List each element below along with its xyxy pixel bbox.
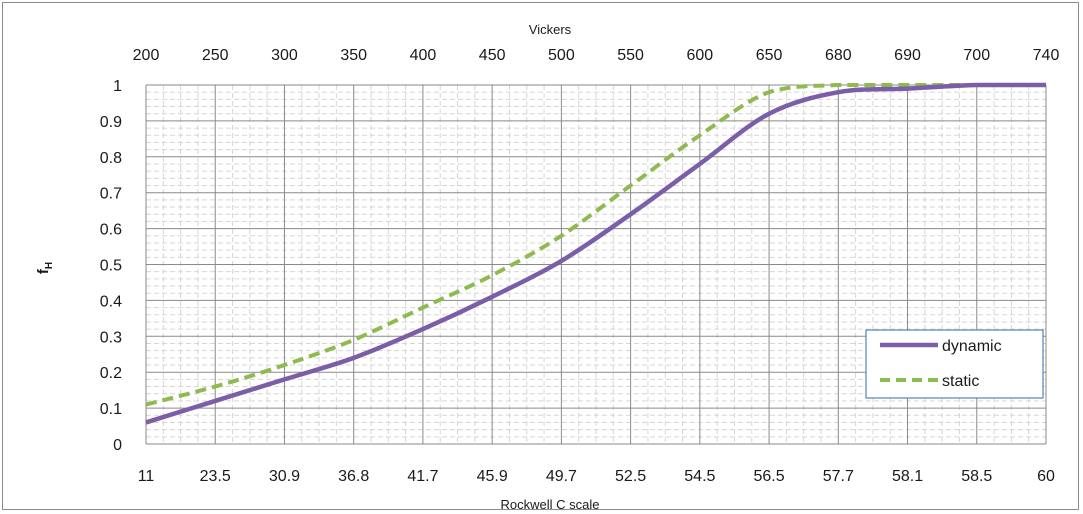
top-tick-label: 600 (686, 47, 713, 64)
top-tick-label: 550 (617, 47, 644, 64)
top-tick-label: 690 (894, 47, 921, 64)
bottom-tick-label: 45.9 (477, 468, 508, 485)
bottom-tick-label: 58.5 (961, 468, 992, 485)
bottom-tick-label: 11 (138, 468, 155, 485)
top-axis-ticks: 200 250 300 350 400 450 500 550 600 650 680 690 700 7… (133, 47, 1060, 64)
series-line-static (145, 83, 1046, 407)
bottom-tick-label: 54.5 (684, 468, 715, 485)
bottom-tick-label: 60 (1037, 468, 1055, 485)
y-tick-label: 0.2 (100, 365, 122, 382)
top-tick-label: 300 (271, 47, 298, 64)
bottom-tick-label: 58.1 (892, 468, 923, 485)
top-tick-label: 650 (756, 47, 783, 64)
bottom-tick-label: 36.8 (338, 468, 369, 485)
top-tick-label: 450 (479, 47, 506, 64)
bottom-tick-label: 49.7 (546, 468, 577, 485)
top-tick-label: 500 (548, 47, 575, 64)
y-tick-label: 1 (113, 78, 122, 95)
top-tick-label: 740 (1033, 47, 1060, 64)
bottom-tick-label: 41.7 (407, 468, 438, 485)
top-tick-label: 250 (202, 47, 229, 64)
y-axis-ticks: 0 0.1 0.2 0.3 0.4 0.5 0.6 0.7 0.8 0.9 1 (100, 78, 122, 454)
bottom-axis-ticks: 11 23.5 30.9 36.8 41.7 45.9 49.7 52.5 54.5 56.5 57… (138, 468, 1055, 485)
top-tick-label: 700 (963, 47, 990, 64)
bottom-tick-label: 23.5 (200, 468, 231, 485)
top-tick-label: 400 (410, 47, 437, 64)
top-axis-title: Vickers (529, 22, 572, 37)
legend: dynamic static (865, 329, 1044, 399)
legend-box (865, 329, 1044, 399)
legend-label-dynamic: dynamic (942, 338, 1002, 355)
bottom-tick-label: 52.5 (615, 468, 646, 485)
y-axis-title-main: f (35, 268, 52, 274)
y-tick-label: 0.5 (100, 258, 122, 275)
y-tick-label: 0.9 (100, 114, 122, 131)
y-axis-title-subscript: H (44, 262, 55, 269)
svg-text:fH: fH (35, 262, 55, 274)
y-tick-label: 0.4 (100, 293, 122, 310)
y-tick-label: 0.8 (100, 150, 122, 167)
bottom-axis-title: Rockwell C scale (501, 497, 600, 512)
y-tick-label: 0 (113, 437, 122, 454)
bottom-tick-label: 30.9 (269, 468, 300, 485)
y-tick-label: 0.3 (100, 329, 122, 346)
legend-label-static: static (942, 373, 979, 390)
y-tick-label: 0.7 (100, 186, 122, 203)
top-tick-label: 680 (825, 47, 852, 64)
series-line-dynamic (145, 82, 1046, 425)
bottom-tick-label: 56.5 (754, 468, 785, 485)
y-tick-label: 0.6 (100, 222, 122, 239)
y-axis-title: fH (35, 262, 55, 274)
top-tick-label: 350 (340, 47, 367, 64)
bottom-tick-label: 57.7 (823, 468, 854, 485)
top-tick-label: 200 (133, 47, 160, 64)
grid (145, 84, 1047, 445)
y-tick-label: 0.1 (100, 401, 122, 418)
series-layer (145, 82, 1046, 425)
